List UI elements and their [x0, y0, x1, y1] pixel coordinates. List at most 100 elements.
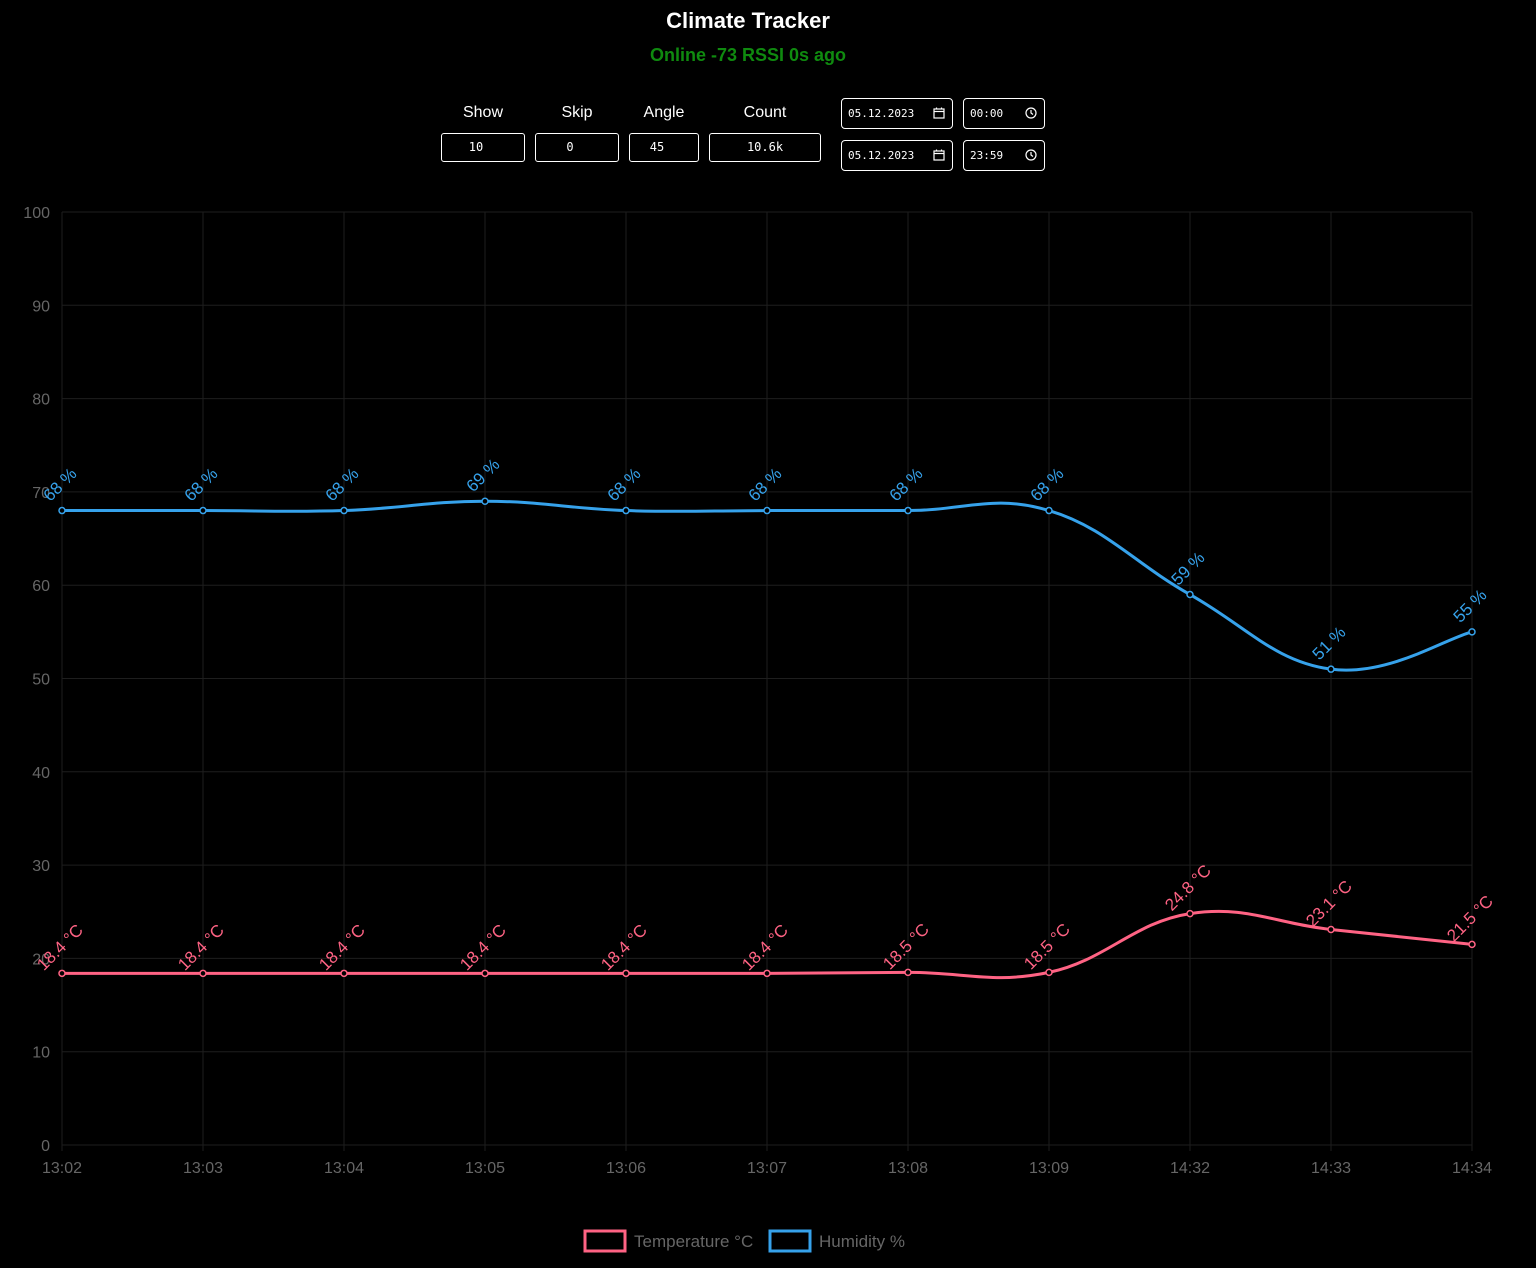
data-label: 68 %: [745, 464, 786, 505]
calendar-icon[interactable]: [932, 148, 946, 162]
data-point[interactable]: [1045, 968, 1053, 977]
y-tick-label: 0: [41, 1138, 50, 1155]
y-axis: 0 10 20 30 40 50 60 70 80 90 100: [23, 205, 50, 1155]
page-title: Climate Tracker: [666, 8, 830, 33]
data-label: 18.4 °C: [33, 921, 87, 975]
start-time-value: 00:00: [970, 107, 1004, 120]
data-label: 18.4 °C: [174, 921, 228, 975]
series-line-0: [62, 909, 1473, 980]
angle-label: Angle: [643, 104, 685, 121]
y-tick-label: 100: [23, 205, 50, 222]
end-time-value: 23:59: [970, 149, 1004, 162]
end-time-input[interactable]: 23:59: [963, 140, 1045, 171]
clock-icon[interactable]: [1024, 106, 1038, 120]
data-point[interactable]: [622, 969, 630, 978]
y-tick-label: 50: [32, 672, 50, 689]
start-time-input[interactable]: 00:00: [963, 98, 1045, 129]
data-label: 68 %: [181, 464, 222, 505]
data-label: 69 %: [463, 455, 504, 496]
data-point[interactable]: [58, 506, 66, 515]
legend-label[interactable]: Temperature °C: [634, 1232, 753, 1251]
chart-series: [58, 497, 1476, 980]
data-point[interactable]: [1468, 628, 1476, 636]
data-point[interactable]: [58, 969, 66, 978]
show-label: Show: [462, 104, 504, 121]
data-label: 24.8 °C: [1161, 861, 1215, 915]
start-date-input[interactable]: 05.12.2023: [841, 98, 953, 129]
legend-label[interactable]: Humidity %: [819, 1232, 905, 1251]
data-point[interactable]: [1327, 925, 1335, 934]
data-point[interactable]: [481, 497, 489, 505]
x-tick-label: 13:06: [606, 1160, 646, 1177]
data-label: 68 %: [1027, 464, 1068, 505]
data-point[interactable]: [1327, 665, 1335, 673]
series-line-1: [61, 499, 1473, 672]
legend-swatch[interactable]: [768, 1229, 812, 1253]
angle-input[interactable]: 45: [629, 133, 699, 162]
skip-label: Skip: [561, 104, 593, 121]
data-label: 68 %: [40, 464, 81, 505]
data-point[interactable]: [1186, 590, 1194, 599]
x-tick-label: 13:03: [183, 1160, 223, 1177]
x-tick-label: 13:02: [42, 1160, 82, 1177]
data-point[interactable]: [904, 968, 912, 977]
data-point[interactable]: [763, 506, 771, 515]
data-point[interactable]: [622, 506, 630, 515]
y-tick-label: 30: [32, 858, 50, 875]
data-point[interactable]: [199, 506, 207, 515]
data-point[interactable]: [340, 969, 348, 978]
clock-icon[interactable]: [1024, 148, 1038, 162]
data-point[interactable]: [481, 969, 489, 978]
show-input[interactable]: 10: [441, 133, 525, 162]
data-point[interactable]: [199, 969, 207, 978]
data-label: 18.4 °C: [315, 921, 369, 975]
data-label: 18.5 °C: [879, 920, 933, 974]
data-label: 51 %: [1309, 623, 1350, 664]
data-label: 18.5 °C: [1020, 920, 1074, 974]
chart-data-labels: 18.4 °C 18.4 °C 18.4 °C 18.4 °C 18.4 °C 18.4 …: [33, 455, 1497, 974]
x-tick-label: 14:32: [1170, 1160, 1210, 1177]
y-tick-label: 40: [32, 765, 50, 782]
data-point[interactable]: [1045, 506, 1053, 515]
data-point[interactable]: [340, 506, 348, 515]
skip-input[interactable]: 0: [535, 133, 619, 162]
data-point[interactable]: [1186, 909, 1194, 918]
count-input[interactable]: 10.6k: [709, 133, 821, 162]
data-label: 18.4 °C: [456, 921, 510, 975]
data-label: 68 %: [322, 464, 363, 505]
data-point[interactable]: [1468, 940, 1476, 949]
x-tick-label: 13:05: [465, 1160, 505, 1177]
y-tick-label: 20: [32, 951, 50, 968]
data-label: 18.4 °C: [738, 921, 792, 975]
x-tick-label: 14:33: [1311, 1160, 1351, 1177]
x-tick-label: 13:08: [888, 1160, 928, 1177]
y-tick-label: 60: [32, 578, 50, 595]
data-label: 68 %: [604, 464, 645, 505]
data-point[interactable]: [904, 506, 912, 515]
calendar-icon[interactable]: [932, 106, 946, 120]
chart-legend[interactable]: Temperature °C Humidity %: [583, 1229, 905, 1253]
chart-grid: [61, 211, 1473, 1151]
end-date-value: 05.12.2023: [848, 149, 915, 162]
legend-swatch[interactable]: [583, 1229, 627, 1253]
count-label: Count: [743, 104, 787, 121]
end-date-input[interactable]: 05.12.2023: [841, 140, 953, 171]
y-tick-label: 70: [32, 485, 50, 502]
data-label: 23.1 °C: [1302, 877, 1356, 931]
start-date-value: 05.12.2023: [848, 107, 915, 120]
data-point[interactable]: [763, 969, 771, 978]
x-tick-label: 13:04: [324, 1160, 364, 1177]
data-label: 21.5 °C: [1443, 892, 1497, 946]
x-tick-label: 14:34: [1452, 1160, 1492, 1177]
data-label: 68 %: [886, 464, 927, 505]
y-tick-label: 10: [32, 1045, 50, 1062]
y-tick-label: 80: [32, 392, 50, 409]
data-label: 59 %: [1168, 548, 1209, 589]
data-label: 18.4 °C: [597, 921, 651, 975]
x-tick-label: 13:09: [1029, 1160, 1069, 1177]
x-axis: 13:02 13:03 13:04 13:05 13:06 13:07 13:08 13:09…: [42, 1160, 1492, 1177]
status-text: Online -73 RSSI 0s ago: [649, 45, 847, 65]
data-label: 55 %: [1450, 586, 1491, 627]
